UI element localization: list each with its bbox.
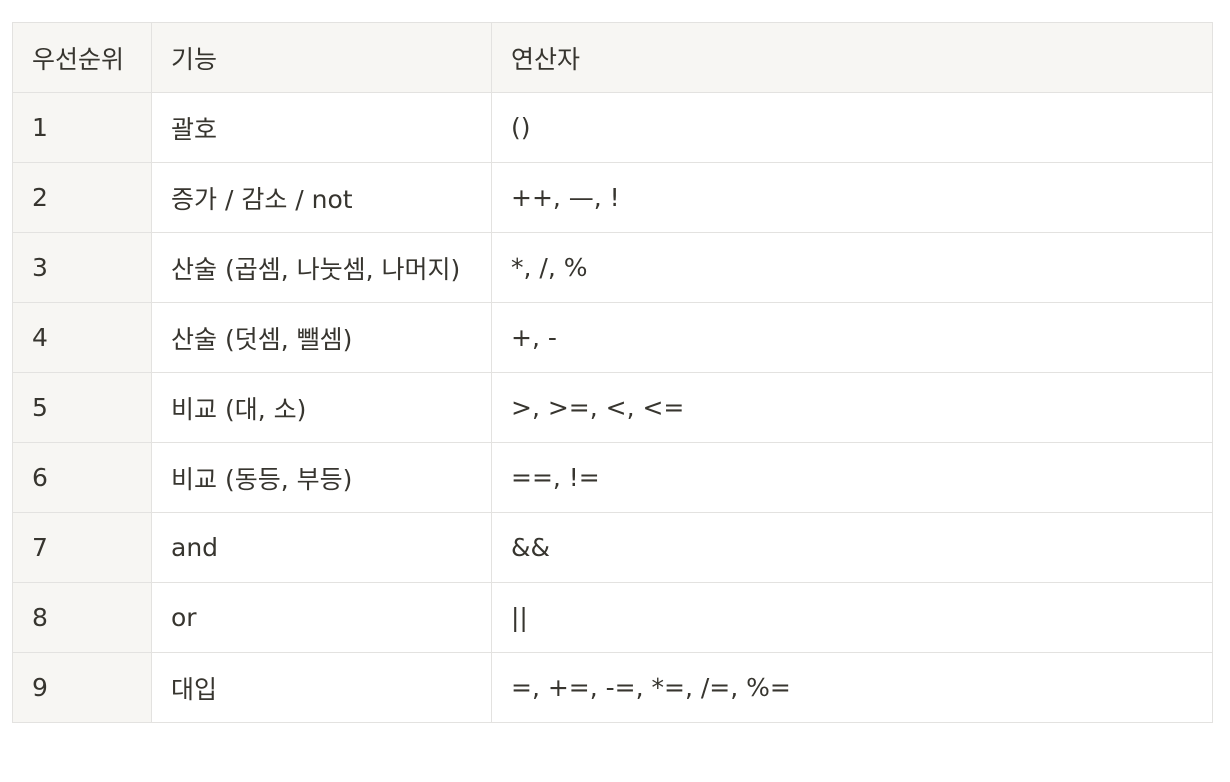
table-header: 우선순위 기능 연산자 xyxy=(12,22,1213,93)
function-cell: or xyxy=(151,582,492,653)
function-cell: 비교 (대, 소) xyxy=(151,372,492,443)
operator-cell: && xyxy=(491,512,1213,583)
operator-precedence-table: 우선순위 기능 연산자 1 괄호 () 2 증가 / 감소 / not ++, … xyxy=(12,22,1213,723)
table-body: 1 괄호 () 2 증가 / 감소 / not ++, —, ! 3 산술 (곱… xyxy=(12,92,1213,723)
table-row: 2 증가 / 감소 / not ++, —, ! xyxy=(12,162,1213,233)
operator-precedence-table-container: 우선순위 기능 연산자 1 괄호 () 2 증가 / 감소 / not ++, … xyxy=(12,22,1213,723)
table-row: 5 비교 (대, 소) >, >=, <, <= xyxy=(12,372,1213,443)
header-priority: 우선순위 xyxy=(12,22,152,93)
table-row: 4 산술 (덧셈, 뺄셈) +, - xyxy=(12,302,1213,373)
table-row: 8 or || xyxy=(12,582,1213,653)
function-cell: 대입 xyxy=(151,652,492,723)
header-operator: 연산자 xyxy=(491,22,1213,93)
header-row: 우선순위 기능 연산자 xyxy=(12,22,1213,93)
function-cell: 산술 (덧셈, 뺄셈) xyxy=(151,302,492,373)
priority-cell: 1 xyxy=(12,92,152,163)
table-row: 1 괄호 () xyxy=(12,92,1213,163)
priority-cell: 9 xyxy=(12,652,152,723)
table-row: 9 대입 =, +=, -=, *=, /=, %= xyxy=(12,652,1213,723)
priority-cell: 7 xyxy=(12,512,152,583)
table-row: 6 비교 (동등, 부등) ==, != xyxy=(12,442,1213,513)
function-cell: 비교 (동등, 부등) xyxy=(151,442,492,513)
function-cell: 증가 / 감소 / not xyxy=(151,162,492,233)
header-function: 기능 xyxy=(151,22,492,93)
operator-cell: () xyxy=(491,92,1213,163)
operator-cell: =, +=, -=, *=, /=, %= xyxy=(491,652,1213,723)
function-cell: and xyxy=(151,512,492,583)
priority-cell: 4 xyxy=(12,302,152,373)
priority-cell: 5 xyxy=(12,372,152,443)
priority-cell: 2 xyxy=(12,162,152,233)
operator-cell: ==, != xyxy=(491,442,1213,513)
priority-cell: 6 xyxy=(12,442,152,513)
table-row: 3 산술 (곱셈, 나눗셈, 나머지) *, /, % xyxy=(12,232,1213,303)
operator-cell: || xyxy=(491,582,1213,653)
operator-cell: +, - xyxy=(491,302,1213,373)
priority-cell: 8 xyxy=(12,582,152,653)
function-cell: 괄호 xyxy=(151,92,492,163)
table-row: 7 and && xyxy=(12,512,1213,583)
priority-cell: 3 xyxy=(12,232,152,303)
operator-cell: ++, —, ! xyxy=(491,162,1213,233)
operator-cell: *, /, % xyxy=(491,232,1213,303)
function-cell: 산술 (곱셈, 나눗셈, 나머지) xyxy=(151,232,492,303)
operator-cell: >, >=, <, <= xyxy=(491,372,1213,443)
